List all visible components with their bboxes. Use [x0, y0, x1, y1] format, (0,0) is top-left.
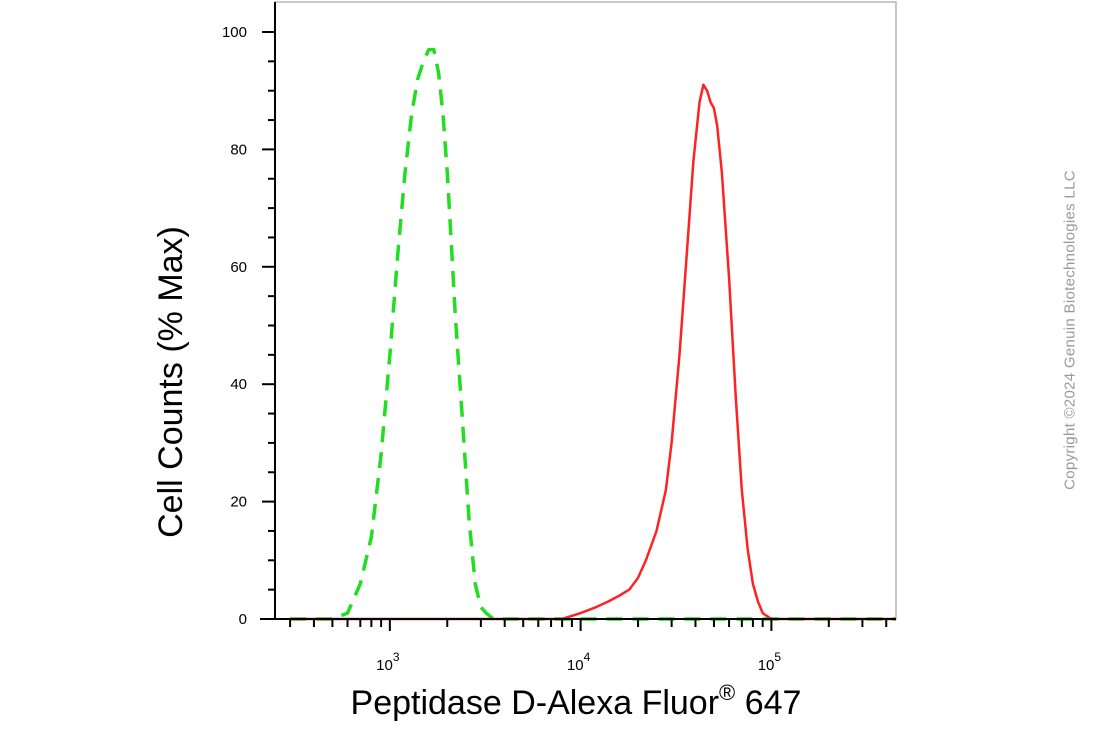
x-tick-base: 10: [567, 657, 584, 674]
x-tick-exponent: 3: [393, 650, 400, 664]
y-tick-label: 20: [230, 494, 247, 511]
x-axis-title-main: Peptidase D-Alexa Fluor: [351, 684, 720, 722]
x-axis-tick-labels: 103 104 105: [376, 650, 781, 674]
x-axis-ticks: [289, 619, 888, 631]
x-tick-label: 104: [567, 650, 591, 674]
x-tick-base: 10: [376, 657, 393, 674]
y-axis-ticks: 0 20 40 60 80 100: [222, 24, 275, 628]
x-tick-exponent: 5: [774, 650, 781, 664]
y-axis-title: Cell Counts (% Max): [152, 226, 190, 538]
series-line-1: [290, 47, 896, 621]
y-tick-label: 60: [230, 259, 247, 276]
y-tick-label: 100: [222, 24, 247, 41]
x-tick-exponent: 4: [584, 650, 591, 664]
x-tick-label: 103: [376, 650, 400, 674]
series-line-2: [290, 83, 896, 621]
y-tick-label: 0: [239, 611, 247, 628]
x-tick-label: 105: [758, 650, 782, 674]
plot-frame: [274, 1, 897, 620]
x-axis-title-suffix: 647: [735, 684, 801, 722]
copyright-text: Copyright ©2024 Genuin Biotechnologies L…: [1061, 170, 1079, 490]
copyright-watermark: Copyright ©2024 Genuin Biotechnologies L…: [1058, 110, 1082, 550]
x-tick-base: 10: [758, 657, 775, 674]
x-axis-title-registered: ®: [719, 680, 735, 705]
y-tick-label: 40: [230, 376, 247, 393]
histogram-curves: [290, 47, 896, 621]
y-tick-label: 80: [230, 141, 247, 158]
x-axis-title: Peptidase D-Alexa Fluor® 647: [351, 680, 802, 722]
